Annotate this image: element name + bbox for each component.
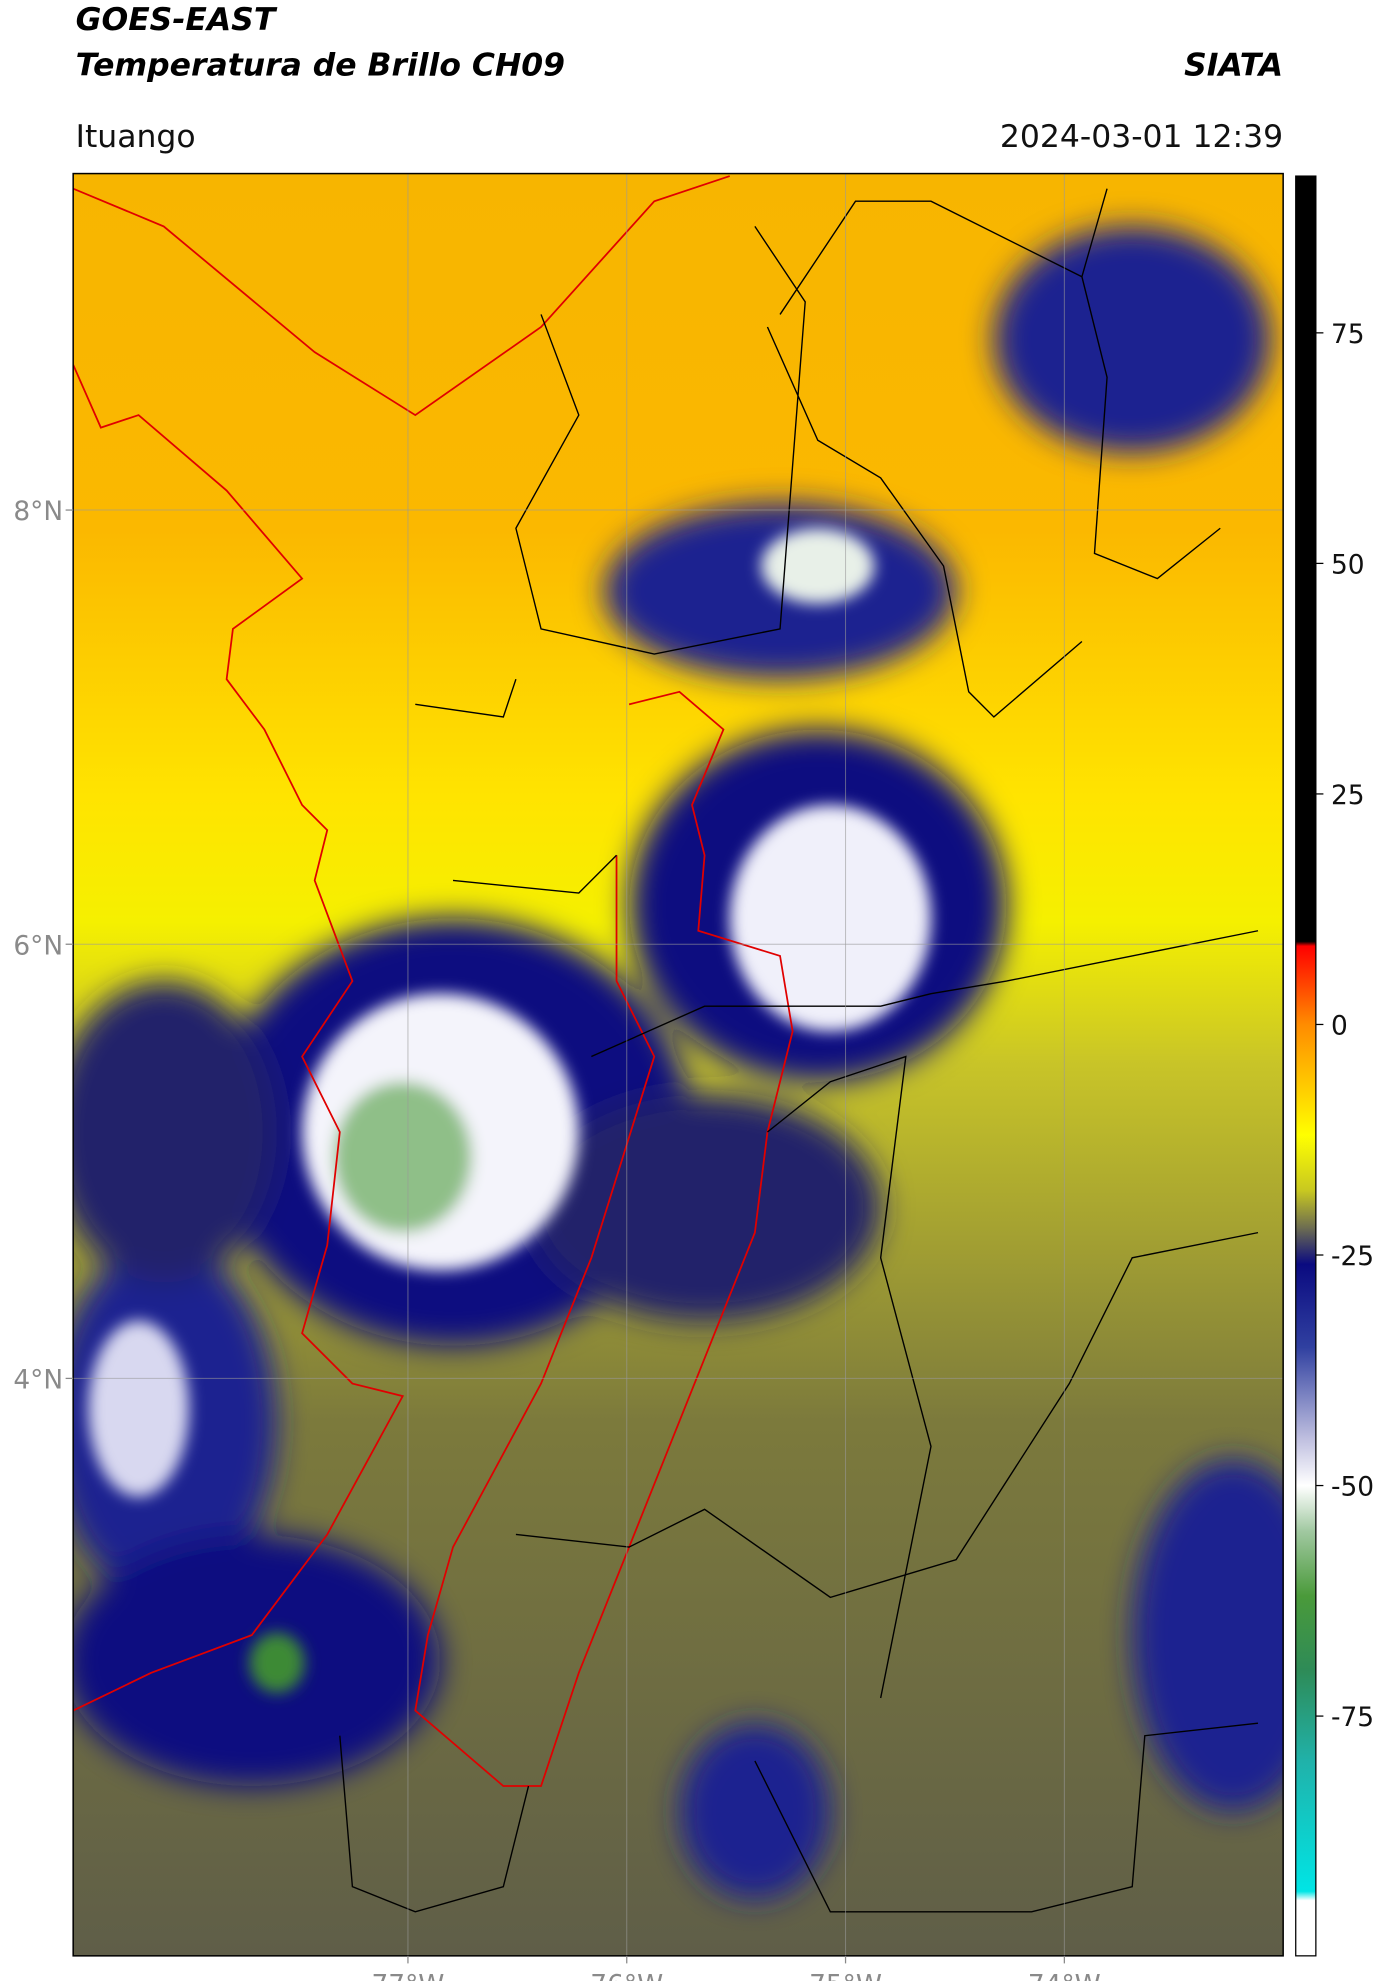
colorbar-tick-label: 75: [1331, 319, 1365, 350]
boundary-red: [73, 175, 794, 1787]
y-tick-label: 4°N: [13, 1364, 63, 1395]
colorbar-tick-label: -50: [1331, 1472, 1374, 1503]
subtitle: Temperatura de Brillo CH09: [76, 47, 565, 83]
colorbar-tick-label: 50: [1331, 549, 1365, 580]
cold-tops: [88, 528, 931, 1693]
x-tick-label: 75°W: [809, 1970, 882, 1981]
colorbar-tick-label: -25: [1331, 1241, 1374, 1272]
y-tick-label: 8°N: [13, 496, 63, 527]
y-tick-label: 6°N: [13, 930, 63, 961]
x-tick-label: 74°W: [1028, 1970, 1101, 1981]
x-tick-label: 76°W: [590, 1970, 663, 1981]
location: Ituango: [76, 119, 196, 155]
satellite-image: [73, 173, 1284, 1956]
colorbar-tick-label: 25: [1331, 780, 1365, 811]
colorbar-tick-label: -75: [1331, 1702, 1374, 1733]
boundary-black: [339, 188, 1259, 1913]
graticule: [73, 173, 1284, 1956]
title: GOES-EAST: [76, 2, 278, 38]
colorbar: [1295, 175, 1317, 1957]
map-frame: [72, 172, 1284, 1957]
colorbar-tick-label: 0: [1331, 1011, 1348, 1042]
source: SIATA: [1184, 47, 1283, 83]
x-tick-label: 77°W: [371, 1970, 444, 1981]
timestamp: 2024-03-01 12:39: [1000, 119, 1283, 155]
